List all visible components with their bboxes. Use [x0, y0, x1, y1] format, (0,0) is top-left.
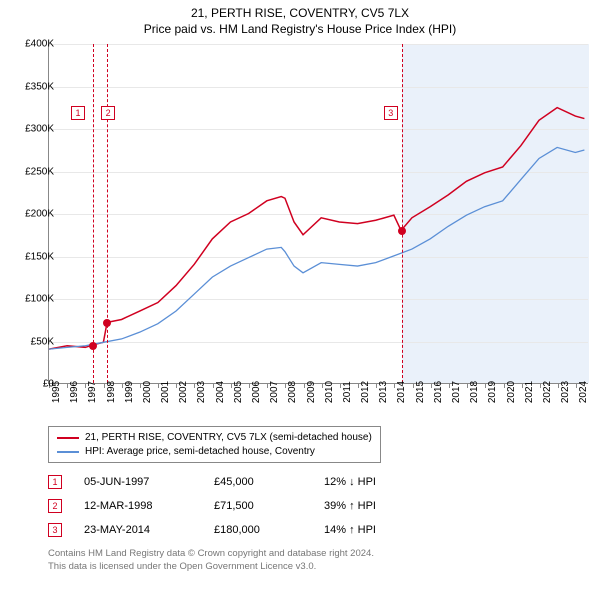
legend-swatch: [57, 451, 79, 453]
x-axis-label: 2013: [378, 381, 389, 403]
sales-table: 1 05-JUN-1997 £45,000 12% ↓ HPI 2 12-MAR…: [48, 470, 434, 542]
chart-marker-label: 2: [101, 106, 115, 120]
x-axis-label: 1995: [51, 381, 62, 403]
y-axis-label: £150K: [10, 251, 54, 262]
row-date: 12-MAR-1998: [84, 500, 214, 512]
chart-title-line2: Price paid vs. HM Land Registry's House …: [0, 20, 600, 40]
x-axis-label: 2022: [542, 381, 553, 403]
x-tick: [449, 383, 450, 388]
x-tick: [249, 383, 250, 388]
table-row: 3 23-MAY-2014 £180,000 14% ↑ HPI: [48, 518, 434, 542]
x-tick: [431, 383, 432, 388]
x-tick: [413, 383, 414, 388]
legend-label: HPI: Average price, semi-detached house,…: [85, 445, 315, 459]
chart-lines: [49, 44, 588, 383]
marker-vline: [402, 44, 403, 383]
footer-line: Contains HM Land Registry data © Crown c…: [48, 547, 374, 560]
y-axis-label: £200K: [10, 209, 54, 220]
row-price: £71,500: [214, 500, 324, 512]
chart-marker-dot: [103, 319, 111, 327]
x-axis-label: 2005: [233, 381, 244, 403]
y-axis-label: £400K: [10, 39, 54, 50]
legend-label: 21, PERTH RISE, COVENTRY, CV5 7LX (semi-…: [85, 431, 372, 445]
x-tick: [231, 383, 232, 388]
x-axis-label: 2016: [433, 381, 444, 403]
x-tick: [213, 383, 214, 388]
chart-marker-dot: [398, 227, 406, 235]
chart-marker-label: 3: [384, 106, 398, 120]
row-marker: 2: [48, 499, 62, 513]
row-date: 05-JUN-1997: [84, 476, 214, 488]
legend: 21, PERTH RISE, COVENTRY, CV5 7LX (semi-…: [48, 426, 381, 463]
table-row: 2 12-MAR-1998 £71,500 39% ↑ HPI: [48, 494, 434, 518]
x-tick: [140, 383, 141, 388]
x-axis-label: 2006: [251, 381, 262, 403]
x-tick: [358, 383, 359, 388]
x-axis-label: 2018: [469, 381, 480, 403]
footer-attribution: Contains HM Land Registry data © Crown c…: [48, 547, 374, 573]
legend-item: 21, PERTH RISE, COVENTRY, CV5 7LX (semi-…: [57, 431, 372, 445]
row-date: 23-MAY-2014: [84, 524, 214, 536]
y-axis-label: £250K: [10, 166, 54, 177]
chart-container: 21, PERTH RISE, COVENTRY, CV5 7LX Price …: [0, 0, 600, 590]
x-axis-label: 2008: [287, 381, 298, 403]
x-axis-label: 2010: [324, 381, 335, 403]
x-axis-label: 2009: [306, 381, 317, 403]
y-axis-label: £300K: [10, 124, 54, 135]
row-price: £180,000: [214, 524, 324, 536]
chart-title-line1: 21, PERTH RISE, COVENTRY, CV5 7LX: [0, 0, 600, 20]
x-tick: [504, 383, 505, 388]
x-axis-label: 2020: [506, 381, 517, 403]
x-axis-label: 1998: [106, 381, 117, 403]
x-tick: [304, 383, 305, 388]
x-tick: [104, 383, 105, 388]
marker-vline: [93, 44, 94, 383]
plot-area: 1 2 3: [48, 44, 588, 384]
chart-marker-label: 1: [71, 106, 85, 120]
legend-item: HPI: Average price, semi-detached house,…: [57, 445, 372, 459]
table-row: 1 05-JUN-1997 £45,000 12% ↓ HPI: [48, 470, 434, 494]
row-pct: 12% ↓ HPI: [324, 476, 434, 488]
y-axis-label: £350K: [10, 81, 54, 92]
x-axis-label: 2017: [451, 381, 462, 403]
series-line: [49, 147, 584, 349]
x-axis-label: 2011: [342, 381, 353, 403]
y-axis-label: £50K: [10, 336, 54, 347]
x-axis-label: 2024: [578, 381, 589, 403]
x-axis-label: 2001: [160, 381, 171, 403]
row-marker: 3: [48, 523, 62, 537]
x-tick: [158, 383, 159, 388]
x-axis-label: 2000: [142, 381, 153, 403]
series-line: [49, 108, 584, 349]
marker-vline: [107, 44, 108, 383]
row-pct: 14% ↑ HPI: [324, 524, 434, 536]
x-tick: [322, 383, 323, 388]
x-axis-label: 2023: [560, 381, 571, 403]
x-axis-label: 2004: [215, 381, 226, 403]
x-tick: [340, 383, 341, 388]
x-axis-label: 1996: [69, 381, 80, 403]
x-axis-label: 2014: [396, 381, 407, 403]
row-marker: 1: [48, 475, 62, 489]
footer-line: This data is licensed under the Open Gov…: [48, 560, 374, 573]
x-axis-label: 2019: [487, 381, 498, 403]
x-tick: [540, 383, 541, 388]
x-axis-label: 1999: [124, 381, 135, 403]
x-axis-label: 2007: [269, 381, 280, 403]
x-axis-label: 2002: [178, 381, 189, 403]
row-pct: 39% ↑ HPI: [324, 500, 434, 512]
x-axis-label: 1997: [87, 381, 98, 403]
y-axis-label: £0: [10, 379, 54, 390]
x-tick: [122, 383, 123, 388]
y-axis-label: £100K: [10, 294, 54, 305]
x-tick: [558, 383, 559, 388]
x-tick: [522, 383, 523, 388]
chart-marker-dot: [89, 342, 97, 350]
x-axis-label: 2003: [196, 381, 207, 403]
x-axis-label: 2012: [360, 381, 371, 403]
legend-swatch: [57, 437, 79, 439]
x-axis-label: 2015: [415, 381, 426, 403]
x-axis-label: 2021: [524, 381, 535, 403]
row-price: £45,000: [214, 476, 324, 488]
